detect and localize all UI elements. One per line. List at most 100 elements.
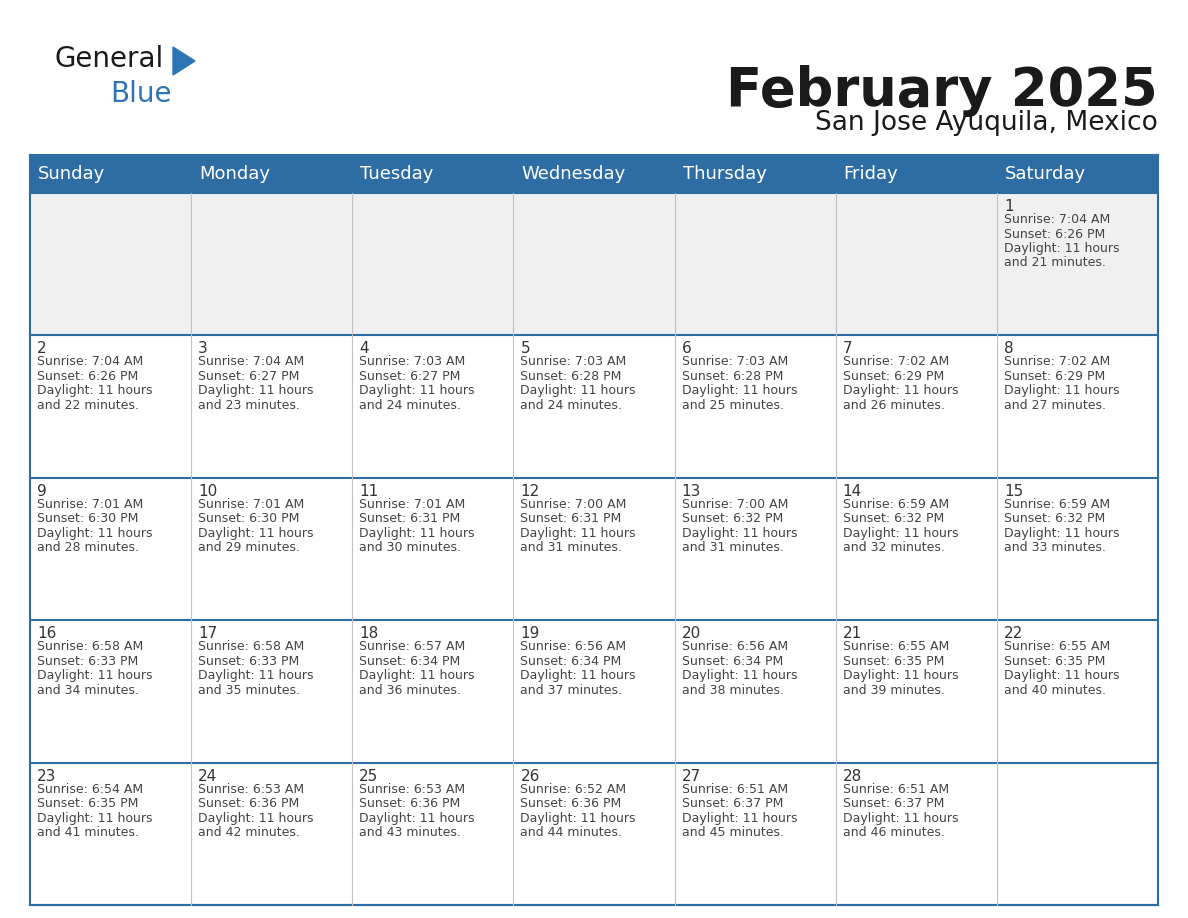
Text: and 38 minutes.: and 38 minutes. xyxy=(682,684,784,697)
Text: 19: 19 xyxy=(520,626,539,641)
Text: Daylight: 11 hours: Daylight: 11 hours xyxy=(359,669,475,682)
Text: 17: 17 xyxy=(198,626,217,641)
Text: Sunrise: 7:04 AM: Sunrise: 7:04 AM xyxy=(1004,213,1110,226)
Text: Sunrise: 7:04 AM: Sunrise: 7:04 AM xyxy=(198,355,304,368)
Text: 28: 28 xyxy=(842,768,862,784)
Text: Saturday: Saturday xyxy=(1005,165,1086,183)
Text: Sunset: 6:36 PM: Sunset: 6:36 PM xyxy=(359,797,461,810)
Text: Daylight: 11 hours: Daylight: 11 hours xyxy=(359,812,475,824)
Text: Sunrise: 6:51 AM: Sunrise: 6:51 AM xyxy=(682,783,788,796)
Text: Daylight: 11 hours: Daylight: 11 hours xyxy=(842,527,959,540)
Text: and 23 minutes.: and 23 minutes. xyxy=(198,399,301,412)
Text: Sunset: 6:27 PM: Sunset: 6:27 PM xyxy=(198,370,299,383)
Text: 2: 2 xyxy=(37,341,46,356)
Text: Sunset: 6:31 PM: Sunset: 6:31 PM xyxy=(359,512,461,525)
Text: and 41 minutes.: and 41 minutes. xyxy=(37,826,139,839)
Text: 20: 20 xyxy=(682,626,701,641)
Text: Daylight: 11 hours: Daylight: 11 hours xyxy=(520,527,636,540)
Text: 24: 24 xyxy=(198,768,217,784)
Text: Sunrise: 6:53 AM: Sunrise: 6:53 AM xyxy=(359,783,466,796)
Text: Sunrise: 6:59 AM: Sunrise: 6:59 AM xyxy=(842,498,949,510)
Text: Daylight: 11 hours: Daylight: 11 hours xyxy=(842,812,959,824)
Text: Sunset: 6:35 PM: Sunset: 6:35 PM xyxy=(37,797,138,810)
Text: and 34 minutes.: and 34 minutes. xyxy=(37,684,139,697)
Text: Daylight: 11 hours: Daylight: 11 hours xyxy=(37,812,152,824)
Text: Sunset: 6:35 PM: Sunset: 6:35 PM xyxy=(1004,655,1105,667)
Text: Sunrise: 6:56 AM: Sunrise: 6:56 AM xyxy=(682,640,788,654)
Text: Daylight: 11 hours: Daylight: 11 hours xyxy=(842,669,959,682)
Text: Sunrise: 6:57 AM: Sunrise: 6:57 AM xyxy=(359,640,466,654)
Text: 8: 8 xyxy=(1004,341,1013,356)
Text: and 30 minutes.: and 30 minutes. xyxy=(359,542,461,554)
Text: Daylight: 11 hours: Daylight: 11 hours xyxy=(37,385,152,397)
Text: 3: 3 xyxy=(198,341,208,356)
Text: Daylight: 11 hours: Daylight: 11 hours xyxy=(359,527,475,540)
Text: and 24 minutes.: and 24 minutes. xyxy=(520,399,623,412)
Text: Sunrise: 6:59 AM: Sunrise: 6:59 AM xyxy=(1004,498,1110,510)
Text: Daylight: 11 hours: Daylight: 11 hours xyxy=(37,527,152,540)
Text: 6: 6 xyxy=(682,341,691,356)
Bar xyxy=(997,155,1158,193)
Bar xyxy=(30,763,1158,905)
Text: Sunset: 6:32 PM: Sunset: 6:32 PM xyxy=(842,512,944,525)
Text: 13: 13 xyxy=(682,484,701,498)
Text: 5: 5 xyxy=(520,341,530,356)
Bar xyxy=(191,155,353,193)
Text: Sunset: 6:29 PM: Sunset: 6:29 PM xyxy=(1004,370,1105,383)
Text: Sunset: 6:28 PM: Sunset: 6:28 PM xyxy=(520,370,621,383)
Text: 25: 25 xyxy=(359,768,379,784)
Text: and 42 minutes.: and 42 minutes. xyxy=(198,826,301,839)
Text: Sunset: 6:29 PM: Sunset: 6:29 PM xyxy=(842,370,944,383)
Text: Daylight: 11 hours: Daylight: 11 hours xyxy=(198,385,314,397)
Text: Sunset: 6:34 PM: Sunset: 6:34 PM xyxy=(359,655,461,667)
Text: Daylight: 11 hours: Daylight: 11 hours xyxy=(682,812,797,824)
Text: General: General xyxy=(55,45,164,73)
Text: Sunset: 6:37 PM: Sunset: 6:37 PM xyxy=(842,797,944,810)
Text: 7: 7 xyxy=(842,341,852,356)
Bar xyxy=(30,155,191,193)
Text: Sunrise: 7:01 AM: Sunrise: 7:01 AM xyxy=(359,498,466,510)
Text: Daylight: 11 hours: Daylight: 11 hours xyxy=(198,812,314,824)
Text: Daylight: 11 hours: Daylight: 11 hours xyxy=(520,385,636,397)
Text: Sunrise: 6:51 AM: Sunrise: 6:51 AM xyxy=(842,783,949,796)
Text: Friday: Friday xyxy=(843,165,898,183)
Text: and 35 minutes.: and 35 minutes. xyxy=(198,684,301,697)
Text: Daylight: 11 hours: Daylight: 11 hours xyxy=(359,385,475,397)
Text: Sunrise: 6:52 AM: Sunrise: 6:52 AM xyxy=(520,783,626,796)
Text: and 44 minutes.: and 44 minutes. xyxy=(520,826,623,839)
Text: Daylight: 11 hours: Daylight: 11 hours xyxy=(842,385,959,397)
Bar xyxy=(30,335,1158,477)
Text: and 39 minutes.: and 39 minutes. xyxy=(842,684,944,697)
Text: Sunset: 6:36 PM: Sunset: 6:36 PM xyxy=(198,797,299,810)
Text: Sunset: 6:37 PM: Sunset: 6:37 PM xyxy=(682,797,783,810)
Text: Sunrise: 7:03 AM: Sunrise: 7:03 AM xyxy=(682,355,788,368)
Text: 27: 27 xyxy=(682,768,701,784)
Text: Sunrise: 6:56 AM: Sunrise: 6:56 AM xyxy=(520,640,626,654)
Text: San Jose Ayuquila, Mexico: San Jose Ayuquila, Mexico xyxy=(815,110,1158,136)
Text: 10: 10 xyxy=(198,484,217,498)
Text: and 36 minutes.: and 36 minutes. xyxy=(359,684,461,697)
Text: and 29 minutes.: and 29 minutes. xyxy=(198,542,301,554)
Text: Sunrise: 7:04 AM: Sunrise: 7:04 AM xyxy=(37,355,144,368)
Bar xyxy=(30,193,1158,335)
Text: Sunset: 6:30 PM: Sunset: 6:30 PM xyxy=(198,512,299,525)
Bar xyxy=(513,155,675,193)
Text: 18: 18 xyxy=(359,626,379,641)
Text: 15: 15 xyxy=(1004,484,1023,498)
Text: and 40 minutes.: and 40 minutes. xyxy=(1004,684,1106,697)
Text: 23: 23 xyxy=(37,768,56,784)
Text: 22: 22 xyxy=(1004,626,1023,641)
Text: Sunrise: 6:58 AM: Sunrise: 6:58 AM xyxy=(37,640,144,654)
Text: Daylight: 11 hours: Daylight: 11 hours xyxy=(1004,669,1119,682)
Text: 11: 11 xyxy=(359,484,379,498)
Text: and 31 minutes.: and 31 minutes. xyxy=(520,542,623,554)
Text: Sunset: 6:34 PM: Sunset: 6:34 PM xyxy=(682,655,783,667)
Text: Sunset: 6:30 PM: Sunset: 6:30 PM xyxy=(37,512,138,525)
Text: and 32 minutes.: and 32 minutes. xyxy=(842,542,944,554)
Bar xyxy=(353,155,513,193)
Text: Sunset: 6:31 PM: Sunset: 6:31 PM xyxy=(520,512,621,525)
Text: 21: 21 xyxy=(842,626,862,641)
Text: and 37 minutes.: and 37 minutes. xyxy=(520,684,623,697)
Text: Sunset: 6:36 PM: Sunset: 6:36 PM xyxy=(520,797,621,810)
Text: Sunrise: 7:00 AM: Sunrise: 7:00 AM xyxy=(520,498,627,510)
